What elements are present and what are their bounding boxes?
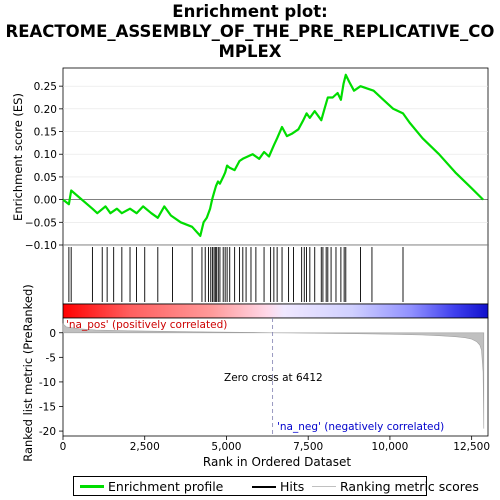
- enrichment-profile-line: [62, 73, 484, 237]
- x-axis-label: Rank in Ordered Dataset: [203, 455, 351, 469]
- metric-y-tick-label: -10: [39, 377, 56, 389]
- ranking-metric-area: [62, 323, 485, 429]
- es-y-tick-label: 0.10: [34, 149, 57, 161]
- metric-y-axis-label: Ranked list metric (PreRanked): [21, 284, 35, 462]
- positive-correlation-label: 'na_pos' (positively correlated): [66, 319, 227, 331]
- es-y-tick-label: 0.15: [34, 127, 57, 139]
- x-tick-label: 0: [60, 441, 67, 453]
- es-y-tick-label: 0.00: [34, 195, 57, 207]
- hits-layer: [68, 247, 404, 302]
- x-tick-label: 2,500: [130, 441, 160, 453]
- es-y-tick-label: −0.05: [25, 217, 57, 229]
- metric-layer: [62, 318, 485, 436]
- metric-y-tick-label: 0: [49, 328, 56, 340]
- legend-swatch-enrichment: [80, 485, 104, 488]
- legend-label-metric: Ranking metric scores: [340, 479, 479, 494]
- x-tick-label: 12,500: [453, 441, 490, 453]
- es-y-tick-label: 0.25: [34, 81, 57, 93]
- x-tick-label: 7,500: [293, 441, 323, 453]
- es-y-axis-label: Enrichment score (ES): [11, 93, 25, 221]
- x-tick-label: 10,000: [372, 441, 409, 453]
- legend-swatch-metric: [312, 486, 336, 487]
- es-y-tick-label: −0.10: [25, 240, 57, 252]
- legend: Enrichment profile Hits Ranking metric s…: [73, 476, 479, 496]
- metric-y-tick-label: -20: [39, 426, 56, 438]
- metric-y-tick-label: -5: [46, 352, 56, 364]
- es-y-tick-label: 0.20: [34, 104, 57, 116]
- rank-bar: [62, 303, 489, 319]
- es-gridlines: [63, 85, 488, 246]
- metric-y-tick-label: -15: [39, 402, 56, 414]
- enrichment-profile-layer: [62, 73, 484, 237]
- legend-label-enrichment: Enrichment profile: [108, 479, 224, 494]
- es-y-tick-label: 0.05: [34, 172, 57, 184]
- chart-title-line-3: MPLEX: [218, 42, 282, 61]
- es-y-axis: −0.10 −0.05 0.00 0.05 0.10 0.15 0.20 0.25: [25, 81, 63, 252]
- chart-title-line-1: Enrichment plot:: [172, 2, 328, 21]
- metric-panel-frame: [62, 317, 489, 437]
- legend-swatch-hits: [252, 486, 276, 488]
- metric-axes: 0 -5 -10 -15 -20 0 2,500 5,000 7,500 10,000 12,500: [39, 328, 490, 453]
- negative-correlation-label: 'na_neg' (negatively correlated): [277, 421, 444, 433]
- chart-title: Enrichment plot: REACTOME_ASSEMBLY_OF_TH…: [0, 2, 500, 62]
- legend-label-hits: Hits: [280, 479, 305, 494]
- chart-title-line-2: REACTOME_ASSEMBLY_OF_THE_PRE_REPLICATIVE…: [5, 22, 495, 41]
- es-panel-frame: [62, 67, 489, 246]
- hits-panel-frame: [62, 244, 489, 305]
- zero-cross-label: Zero cross at 6412: [224, 372, 323, 384]
- x-tick-label: 5,000: [211, 441, 241, 453]
